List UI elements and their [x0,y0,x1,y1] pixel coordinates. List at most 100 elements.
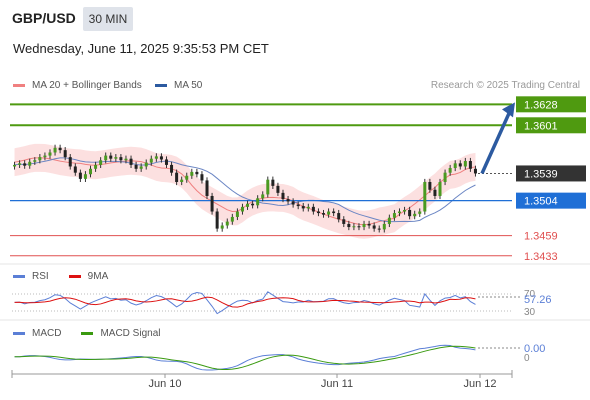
candle-body [139,166,143,169]
bollinger-band [14,143,476,239]
candle-body [397,211,401,214]
candle-body [408,209,412,217]
rsi-level-label: 70 [524,289,536,300]
candle-body [271,179,275,186]
ma50-swatch [155,84,167,87]
candle-body [23,163,27,166]
x-tick-label: Jun 11 [321,378,353,390]
price-level-tag [516,117,586,134]
candle-body [281,192,285,200]
macd-last-value: 0.00 [524,343,545,355]
candle-body [63,150,67,158]
timeframe-button[interactable]: 30 MIN [83,7,133,31]
candle-body [13,164,17,167]
candle-body [43,155,47,158]
macd-signal-swatch [81,332,94,335]
forecast-arrow-head [502,102,515,118]
candle-body [190,171,194,176]
candle-body [367,223,371,226]
rsi-ma-swatch [68,275,81,278]
candle-body [230,216,234,222]
candle-body [134,164,138,169]
candle-body [377,228,381,230]
candle-body [428,181,432,190]
candle-body [33,160,37,162]
candle-body [240,206,244,212]
legend-macd: MACD MACD Signal [13,328,160,339]
legend-rsi: RSI 9MA [13,271,108,282]
candle-body [124,158,128,161]
candle-body [149,158,153,163]
candle-body [418,211,422,214]
candle-body [468,161,472,169]
price-level-tag [516,165,586,182]
candle-body [266,179,270,195]
candle-body [200,174,204,181]
ma50-line [14,157,476,223]
candle-body [256,198,260,206]
candle-body [109,155,113,159]
candle-body [342,219,346,224]
candle-body [322,213,326,215]
candle-body [235,211,239,217]
rsi-swatch [13,275,25,278]
candle-body [195,171,199,175]
candle-body [205,180,209,196]
rsi-ma-line [14,296,476,308]
macd-legend-label: MACD [32,328,62,339]
macd-zero-label: 0 [524,353,530,364]
candle-body [306,206,310,209]
candle-body [68,157,72,167]
candle-body [463,161,467,167]
ma50-legend-label: MA 50 [174,80,203,91]
candle-body [170,164,174,173]
candle-body [99,160,103,165]
candle-body [129,158,133,165]
candle-body [352,226,356,228]
candle-body [327,211,331,215]
candle-body [144,162,148,167]
candle-body [215,211,219,229]
candle-body [276,185,280,193]
candle-body [251,203,255,206]
candle-body [210,195,214,212]
macd-signal-line [14,345,476,371]
candle-body [185,175,189,180]
candle-body [392,213,396,218]
candle-body [220,225,224,229]
price-level-label: 1.3504 [524,196,558,208]
ma20-legend-label: MA 20 + Bollinger Bands [32,80,142,91]
candle-body [225,221,229,226]
rsi-ma-legend-label: 9MA [87,271,109,282]
candle-body [114,157,118,159]
candle-body [316,211,320,214]
rsi-line [14,291,476,315]
candle-body [448,168,452,173]
candle-body [403,209,407,212]
rsi-last-value: 57.26 [524,294,552,306]
candle-body [291,201,295,205]
price-level-label: 1.3433 [524,251,558,263]
legend-ma20-bollinger: MA 20 + Bollinger Bands [13,80,142,91]
candle-body [413,213,417,217]
x-tick-label: Jun 12 [463,378,496,390]
candle-body [332,211,336,214]
candle-body [337,213,341,220]
candle-body [180,179,184,182]
candle-body [387,217,391,224]
candle-body [362,223,366,228]
price-level-tag [516,192,586,209]
rsi-level-label: 30 [524,307,536,318]
candle-body [301,206,305,209]
forecast-arrow-shaft [480,112,511,175]
candle-body [159,156,163,160]
price-level-tag [516,96,586,113]
price-level-label: 1.3628 [524,99,558,111]
x-tick-label: Jun 10 [148,378,181,390]
macd-swatch [13,332,25,335]
ma20-line [14,157,476,226]
candle-body [382,223,386,230]
price-level-label: 1.3601 [524,120,558,132]
candle-body [164,159,168,165]
